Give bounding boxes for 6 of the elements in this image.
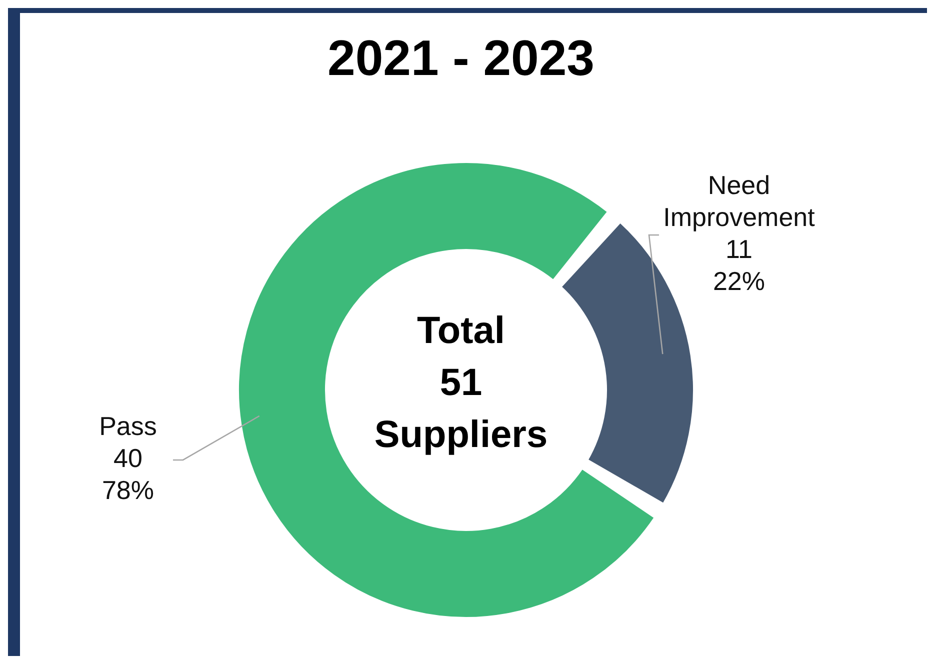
data-label: 40 78%	[102, 442, 154, 505]
data-label: 11 22%	[712, 234, 766, 296]
slice-label: Pass	[99, 410, 157, 441]
text: Total 51 Suppliers	[374, 310, 548, 456]
slice-label: Need Improvement	[663, 170, 816, 232]
chart-title: 2021 - 2023	[328, 30, 594, 86]
